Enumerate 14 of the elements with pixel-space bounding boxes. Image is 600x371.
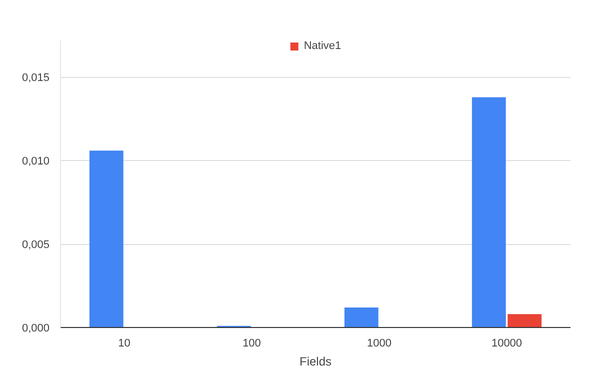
bar xyxy=(508,314,542,328)
y-tick-label: 0,010 xyxy=(22,156,50,168)
bar xyxy=(344,307,378,328)
x-tick-label: 10000 xyxy=(491,338,522,350)
bar xyxy=(472,97,506,328)
y-tick-label: 0,005 xyxy=(22,239,50,252)
legend-label: Native1 xyxy=(304,40,342,52)
y-tick-label: 0,000 xyxy=(22,322,50,334)
y-tick-label: 0,015 xyxy=(22,72,50,84)
x-tick-label: 100 xyxy=(242,338,261,350)
x-tick-label: 10 xyxy=(118,338,130,350)
x-axis-title: Fields xyxy=(299,354,332,368)
bar xyxy=(89,150,124,328)
x-tick-label: 1000 xyxy=(367,338,392,350)
